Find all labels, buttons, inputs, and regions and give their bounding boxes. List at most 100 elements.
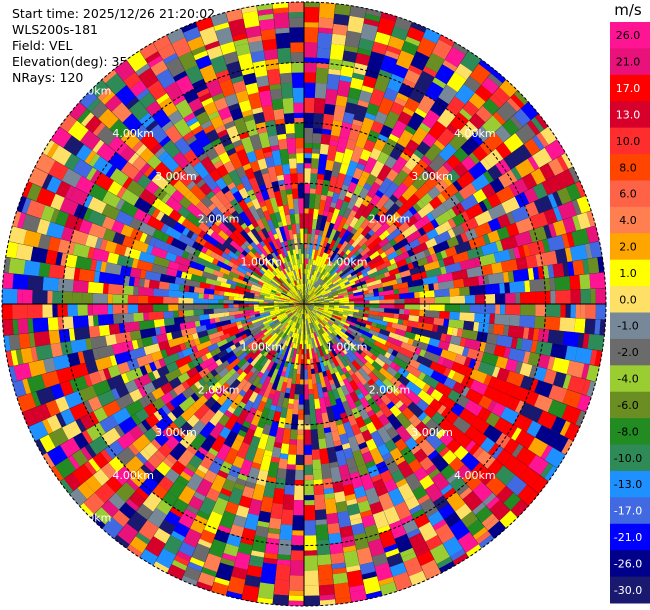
ppi-gate-cell: [306, 289, 309, 295]
ppi-gate-cell: [59, 114, 77, 133]
ppi-gate-cell: [343, 195, 351, 203]
ppi-gate-cell: [155, 210, 165, 221]
ppi-gate-cell: [312, 358, 319, 374]
ppi-gate-cell: [36, 218, 51, 235]
ppi-gate-cell: [390, 120, 407, 139]
ppi-gate-cell: [48, 236, 61, 252]
ppi-gate-cell: [335, 327, 349, 339]
ppi-gate-cell: [304, 304, 309, 314]
ppi-gate-cell: [295, 384, 300, 390]
ppi-gate-cell: [207, 343, 219, 352]
ppi-gate-cell: [114, 424, 125, 438]
ppi-gate-cell: [300, 323, 302, 329]
ppi-gate-cell: [312, 309, 321, 316]
ppi-gate-cell: [266, 476, 277, 483]
ppi-gate-cell: [368, 314, 384, 321]
ppi-gate-cell: [326, 144, 338, 162]
ppi-gate-cell: [290, 550, 304, 561]
ppi-gate-cell: [101, 203, 120, 221]
ppi-gate-cell: [260, 324, 271, 332]
ppi-gate-cell: [464, 425, 480, 440]
ppi-gate-cell: [283, 204, 290, 216]
ppi-gate-cell: [238, 275, 245, 281]
ppi-gate-cell: [298, 394, 304, 405]
ppi-gate-cell: [268, 241, 279, 257]
ppi-gate-cell: [213, 142, 227, 156]
ppi-gate-cell: [203, 288, 215, 295]
ppi-gate-cell: [253, 296, 265, 300]
ppi-gate-cell: [117, 361, 131, 375]
ppi-gate-cell: [462, 347, 470, 357]
ppi-gate-cell: [306, 313, 309, 319]
ppi-gate-cell: [587, 257, 600, 274]
ppi-gate-cell: [162, 428, 173, 440]
ppi-gate-cell: [566, 360, 585, 378]
ppi-gate-cell: [87, 97, 101, 112]
ppi-gate-cell: [311, 310, 316, 315]
ppi-gate-cell: [234, 345, 250, 358]
ppi-gate-cell: [228, 271, 240, 279]
ppi-gate-cell: [398, 195, 408, 205]
ppi-gate-cell: [304, 309, 306, 314]
ppi-gate-cell: [319, 594, 335, 601]
ppi-gate-cell: [330, 201, 337, 209]
ppi-gate-cell: [481, 409, 492, 422]
ppi-gate-cell: [258, 85, 270, 93]
ppi-gate-cell: [92, 380, 111, 397]
ppi-gate-cell: [271, 278, 281, 287]
ppi-gate-cell: [394, 16, 412, 32]
ppi-gate-cell: [330, 466, 342, 483]
ppi-gate-cell: [339, 301, 350, 304]
ppi-gate-cell: [418, 70, 435, 86]
ppi-gate-cell: [50, 383, 65, 400]
ppi-gate-cell: [244, 407, 257, 424]
ppi-gate-cell: [434, 210, 453, 226]
ppi-gate-cell: [377, 17, 396, 36]
ppi-gate-cell: [298, 414, 304, 420]
ppi-gate-cell: [304, 294, 308, 304]
ppi-gate-cell: [221, 252, 233, 262]
ppi-gate-cell: [352, 205, 360, 213]
ppi-gate-cell: [319, 143, 329, 155]
ppi-gate-cell: [232, 405, 244, 418]
ppi-gate-cell: [321, 355, 326, 362]
ppi-gate-cell: [88, 458, 101, 472]
ppi-gate-cell: [95, 356, 113, 371]
ppi-gate-cell: [293, 270, 298, 281]
ppi-gate-cell: [567, 261, 575, 276]
ppi-gate-cell: [253, 306, 264, 310]
ppi-gate-cell: [322, 291, 333, 297]
ppi-gate-cell: [306, 349, 310, 360]
ppi-gate-cell: [295, 374, 301, 385]
ppi-gate-cell: [165, 57, 185, 78]
ppi-gate-cell: [402, 519, 419, 534]
ppi-gate-cell: [299, 334, 303, 345]
ppi-gate-cell: [307, 295, 311, 301]
ppi-gate-cell: [130, 267, 142, 278]
ppi-gate-cell: [31, 403, 52, 423]
ppi-gate-cell: [166, 361, 179, 373]
ppi-gate-cell: [408, 315, 420, 322]
ppi-gate-cell: [309, 338, 314, 349]
ppi-gate-cell: [225, 8, 243, 22]
ppi-gate-cell: [441, 407, 459, 425]
ppi-gate-cell: [328, 340, 334, 347]
ppi-gate-cell: [462, 471, 482, 491]
ppi-gate-cell: [317, 330, 325, 340]
ppi-gate-cell: [336, 334, 342, 340]
ppi-gate-cell: [535, 304, 546, 317]
ppi-gate-cell: [486, 496, 500, 510]
ppi-gate-cell: [216, 276, 228, 284]
ppi-gate-cell: [295, 304, 304, 310]
ppi-gate-cell: [249, 342, 260, 352]
ppi-gate-cell: [391, 469, 405, 484]
ppi-gate-cell: [210, 215, 219, 224]
ppi-gate-cell: [220, 41, 236, 56]
ppi-gate-cell: [290, 42, 304, 53]
ppi-gate-cell: [56, 366, 75, 384]
ppi-gate-cell: [449, 311, 460, 321]
elevation-label: Elevation(deg): 35.00: [12, 54, 148, 69]
ppi-gate-cell: [357, 236, 368, 247]
ppi-gate-cell: [186, 203, 203, 219]
ppi-gate-cell: [478, 84, 493, 99]
